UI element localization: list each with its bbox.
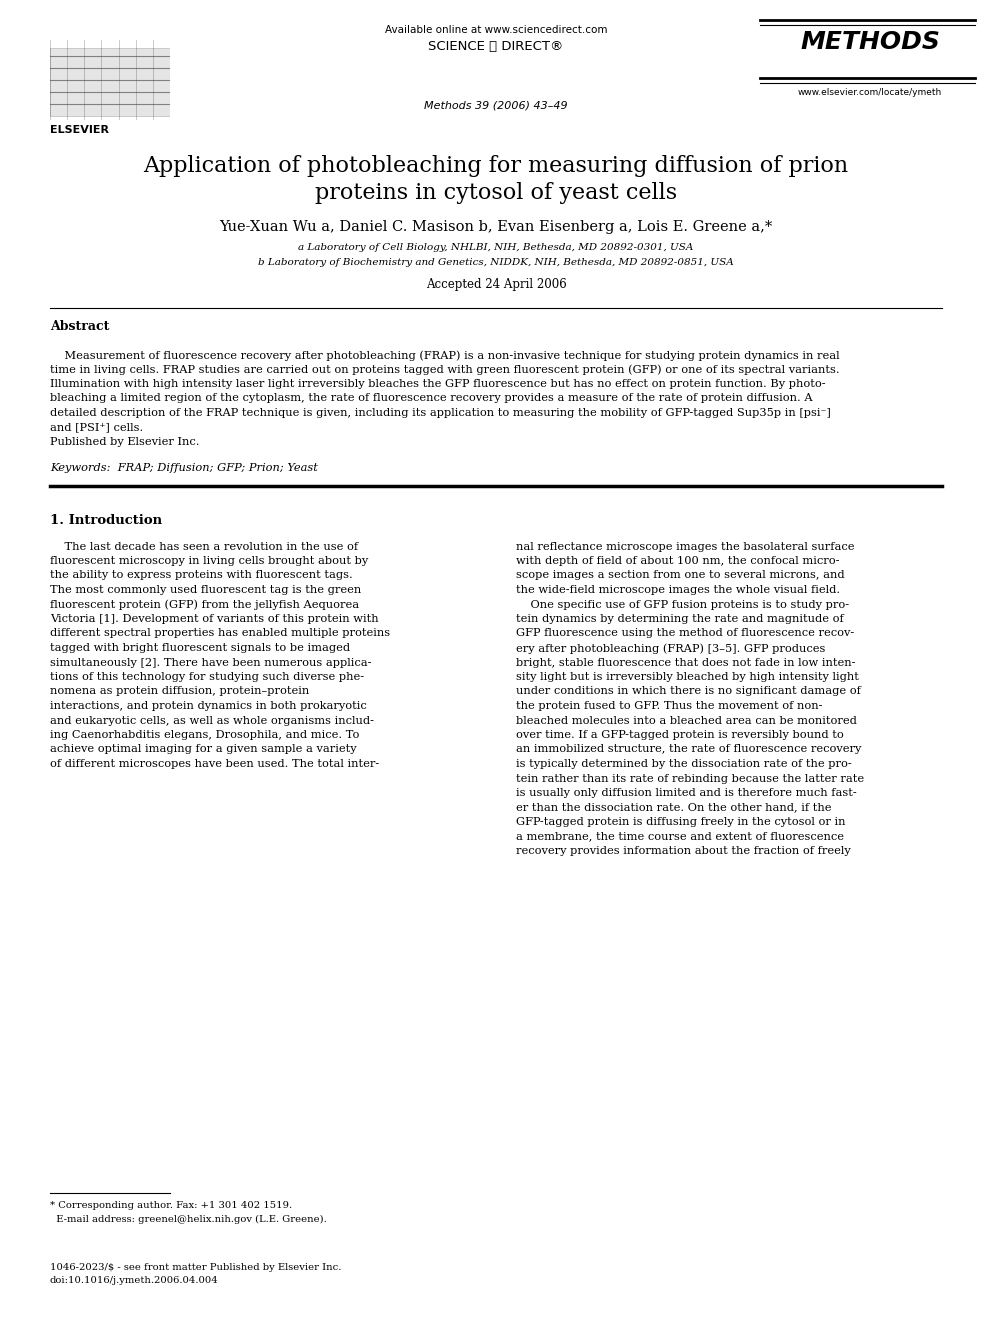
Text: GFP fluorescence using the method of fluorescence recov-: GFP fluorescence using the method of flu…	[516, 628, 854, 639]
Text: 1046-2023/$ - see front matter Published by Elsevier Inc.: 1046-2023/$ - see front matter Published…	[50, 1263, 341, 1271]
Text: bright, stable fluorescence that does not fade in low inten-: bright, stable fluorescence that does no…	[516, 658, 855, 668]
Text: the protein fused to GFP. Thus the movement of non-: the protein fused to GFP. Thus the movem…	[516, 701, 822, 710]
Text: nal reflectance microscope images the basolateral surface: nal reflectance microscope images the ba…	[516, 541, 854, 552]
Text: Published by Elsevier Inc.: Published by Elsevier Inc.	[50, 437, 199, 447]
Text: Yue-Xuan Wu a, Daniel C. Masison b, Evan Eisenberg a, Lois E. Greene a,*: Yue-Xuan Wu a, Daniel C. Masison b, Evan…	[219, 220, 773, 234]
Text: is typically determined by the dissociation rate of the pro-: is typically determined by the dissociat…	[516, 759, 852, 769]
Text: recovery provides information about the fraction of freely: recovery provides information about the …	[516, 845, 851, 856]
Text: sity light but is irreversibly bleached by high intensity light: sity light but is irreversibly bleached …	[516, 672, 859, 681]
Text: The last decade has seen a revolution in the use of: The last decade has seen a revolution in…	[50, 541, 358, 552]
Text: * Corresponding author. Fax: +1 301 402 1519.: * Corresponding author. Fax: +1 301 402 …	[50, 1201, 292, 1211]
Text: Application of photobleaching for measuring diffusion of prion: Application of photobleaching for measur…	[144, 155, 848, 177]
Text: Illumination with high intensity laser light irreversibly bleaches the GFP fluor: Illumination with high intensity laser l…	[50, 378, 825, 389]
Text: different spectral properties has enabled multiple proteins: different spectral properties has enable…	[50, 628, 390, 639]
Text: Methods 39 (2006) 43–49: Methods 39 (2006) 43–49	[425, 101, 567, 110]
Text: ELSEVIER: ELSEVIER	[50, 124, 109, 135]
Text: er than the dissociation rate. On the other hand, if the: er than the dissociation rate. On the ot…	[516, 803, 831, 812]
Text: Accepted 24 April 2006: Accepted 24 April 2006	[426, 278, 566, 291]
Text: proteins in cytosol of yeast cells: proteins in cytosol of yeast cells	[314, 183, 678, 204]
Text: E-mail address: greenel@helix.nih.gov (L.E. Greene).: E-mail address: greenel@helix.nih.gov (L…	[50, 1215, 326, 1224]
Text: tions of this technology for studying such diverse phe-: tions of this technology for studying su…	[50, 672, 364, 681]
Text: Available online at www.sciencedirect.com: Available online at www.sciencedirect.co…	[385, 25, 607, 34]
Text: www.elsevier.com/locate/ymeth: www.elsevier.com/locate/ymeth	[798, 89, 942, 97]
Bar	[50, 48, 170, 116]
Text: fluorescent microscopy in living cells brought about by: fluorescent microscopy in living cells b…	[50, 556, 368, 566]
Text: Measurement of fluorescence recovery after photobleaching (FRAP) is a non-invasi: Measurement of fluorescence recovery aft…	[50, 351, 839, 361]
Text: with depth of field of about 100 nm, the confocal micro-: with depth of field of about 100 nm, the…	[516, 556, 839, 566]
Text: of different microscopes have been used. The total inter-: of different microscopes have been used.…	[50, 759, 379, 769]
Text: b Laboratory of Biochemistry and Genetics, NIDDK, NIH, Bethesda, MD 20892-0851, : b Laboratory of Biochemistry and Genetic…	[258, 258, 734, 267]
Text: 1. Introduction: 1. Introduction	[50, 513, 162, 527]
Text: METHODS: METHODS	[801, 30, 940, 54]
Text: interactions, and protein dynamics in both prokaryotic: interactions, and protein dynamics in bo…	[50, 701, 367, 710]
Text: ing Caenorhabditis elegans, Drosophila, and mice. To: ing Caenorhabditis elegans, Drosophila, …	[50, 730, 359, 740]
Text: under conditions in which there is no significant damage of: under conditions in which there is no si…	[516, 687, 861, 696]
Text: GFP-tagged protein is diffusing freely in the cytosol or in: GFP-tagged protein is diffusing freely i…	[516, 818, 845, 827]
Text: tein rather than its rate of rebinding because the latter rate: tein rather than its rate of rebinding b…	[516, 774, 864, 783]
Text: bleached molecules into a bleached area can be monitored: bleached molecules into a bleached area …	[516, 716, 857, 725]
Text: The most commonly used fluorescent tag is the green: The most commonly used fluorescent tag i…	[50, 585, 361, 595]
Text: ery after photobleaching (FRAP) [3–5]. GFP produces: ery after photobleaching (FRAP) [3–5]. G…	[516, 643, 825, 654]
Text: simultaneously [2]. There have been numerous applica-: simultaneously [2]. There have been nume…	[50, 658, 371, 668]
Text: achieve optimal imaging for a given sample a variety: achieve optimal imaging for a given samp…	[50, 745, 357, 754]
Text: tein dynamics by determining the rate and magnitude of: tein dynamics by determining the rate an…	[516, 614, 844, 624]
Text: Keywords:  FRAP; Diffusion; GFP; Prion; Yeast: Keywords: FRAP; Diffusion; GFP; Prion; Y…	[50, 463, 317, 474]
Text: scope images a section from one to several microns, and: scope images a section from one to sever…	[516, 570, 844, 581]
Text: the ability to express proteins with fluorescent tags.: the ability to express proteins with flu…	[50, 570, 353, 581]
Text: the wide-field microscope images the whole visual field.: the wide-field microscope images the who…	[516, 585, 840, 595]
Text: nomena as protein diffusion, protein–protein: nomena as protein diffusion, protein–pro…	[50, 687, 310, 696]
Text: and [PSI⁺] cells.: and [PSI⁺] cells.	[50, 422, 143, 433]
Text: tagged with bright fluorescent signals to be imaged: tagged with bright fluorescent signals t…	[50, 643, 350, 654]
Text: over time. If a GFP-tagged protein is reversibly bound to: over time. If a GFP-tagged protein is re…	[516, 730, 844, 740]
Text: an immobilized structure, the rate of fluorescence recovery: an immobilized structure, the rate of fl…	[516, 745, 861, 754]
Text: is usually only diffusion limited and is therefore much fast-: is usually only diffusion limited and is…	[516, 789, 857, 798]
Text: time in living cells. FRAP studies are carried out on proteins tagged with green: time in living cells. FRAP studies are c…	[50, 365, 839, 374]
Text: and eukaryotic cells, as well as whole organisms includ-: and eukaryotic cells, as well as whole o…	[50, 716, 374, 725]
Text: Abstract: Abstract	[50, 320, 109, 333]
Text: fluorescent protein (GFP) from the jellyfish Aequorea: fluorescent protein (GFP) from the jelly…	[50, 599, 359, 610]
Text: Victoria [1]. Development of variants of this protein with: Victoria [1]. Development of variants of…	[50, 614, 379, 624]
Text: a membrane, the time course and extent of fluorescence: a membrane, the time course and extent o…	[516, 831, 844, 841]
Text: detailed description of the FRAP technique is given, including its application t: detailed description of the FRAP techniq…	[50, 407, 831, 418]
Text: a Laboratory of Cell Biology, NHLBI, NIH, Bethesda, MD 20892-0301, USA: a Laboratory of Cell Biology, NHLBI, NIH…	[299, 243, 693, 251]
Text: SCIENCE ⓓ DIRECT®: SCIENCE ⓓ DIRECT®	[429, 40, 563, 53]
Text: doi:10.1016/j.ymeth.2006.04.004: doi:10.1016/j.ymeth.2006.04.004	[50, 1275, 219, 1285]
Text: bleaching a limited region of the cytoplasm, the rate of fluorescence recovery p: bleaching a limited region of the cytopl…	[50, 393, 812, 404]
Text: One specific use of GFP fusion proteins is to study pro-: One specific use of GFP fusion proteins …	[516, 599, 849, 610]
